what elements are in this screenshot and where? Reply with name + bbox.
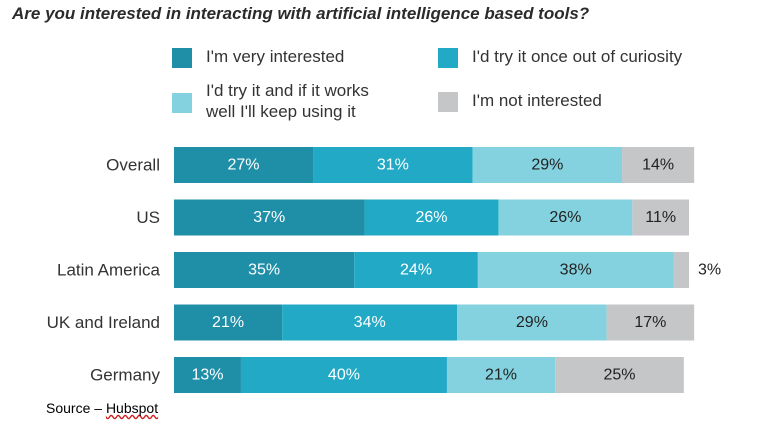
data-label: 35% bbox=[248, 262, 280, 279]
legend-swatch bbox=[438, 92, 458, 112]
bar-segment bbox=[446, 357, 556, 393]
bar-segment bbox=[632, 199, 689, 236]
bar-segment bbox=[622, 147, 695, 183]
data-label: 21% bbox=[212, 314, 244, 331]
bar-segment bbox=[240, 357, 447, 393]
legend-item-keep-using: I'd try it and if it works well I'll kee… bbox=[172, 80, 369, 122]
bar-segment bbox=[313, 147, 473, 183]
data-label: 25% bbox=[603, 367, 635, 384]
data-label: 27% bbox=[228, 157, 260, 174]
legend-label-line: I'm not interested bbox=[472, 91, 602, 110]
category-label: UK and Ireland bbox=[47, 313, 160, 332]
data-label: 38% bbox=[560, 262, 592, 279]
legend-label: I'd try it once out of curiosity bbox=[472, 46, 682, 67]
data-label: 14% bbox=[642, 157, 674, 174]
bar-segment bbox=[457, 304, 607, 341]
data-label: 29% bbox=[531, 157, 563, 174]
data-label: 17% bbox=[634, 314, 666, 331]
bar-segment bbox=[174, 357, 241, 393]
legend-item-not-interested: I'm not interested bbox=[438, 90, 602, 112]
bar-segment bbox=[364, 199, 499, 236]
data-label: 11% bbox=[645, 209, 676, 226]
bar-segment bbox=[673, 252, 689, 288]
data-label: 31% bbox=[377, 157, 409, 174]
category-label: Latin America bbox=[57, 261, 161, 280]
bar-segment bbox=[498, 199, 633, 236]
data-label: 26% bbox=[415, 209, 447, 226]
data-label: 37% bbox=[253, 209, 285, 226]
data-label: 3% bbox=[698, 262, 721, 279]
category-label: Germany bbox=[90, 366, 160, 385]
legend-swatch bbox=[172, 93, 192, 113]
legend-label: I'm very interested bbox=[206, 46, 344, 67]
category-label: US bbox=[136, 208, 160, 227]
legend-label: I'm not interested bbox=[472, 90, 602, 111]
legend-swatch bbox=[172, 48, 192, 68]
legend-label-line: I'd try it once out of curiosity bbox=[472, 47, 683, 66]
source-name: Hubspot bbox=[105, 400, 159, 416]
bar-segment bbox=[555, 357, 684, 393]
chart-title: Are you interested in interacting with a… bbox=[12, 4, 590, 23]
bar-segment bbox=[477, 252, 674, 288]
source-note: Source – Hubspot bbox=[46, 400, 158, 416]
bar-segment bbox=[606, 304, 695, 341]
bar-segment bbox=[174, 304, 283, 341]
bar-segment bbox=[174, 147, 314, 183]
data-label: 13% bbox=[191, 367, 223, 384]
data-label: 34% bbox=[354, 314, 386, 331]
data-label: 21% bbox=[485, 367, 517, 384]
stacked-bar-chart: Overall 27% 31% 29% 14% US 37% 26% 26% 11% Latin A… bbox=[47, 147, 721, 393]
legend-label-line: I'm very interested bbox=[206, 47, 345, 66]
bar-segment bbox=[282, 304, 458, 341]
bar-segment bbox=[174, 252, 355, 288]
bar-segment bbox=[174, 199, 365, 236]
data-label: 26% bbox=[549, 209, 581, 226]
data-label: 24% bbox=[400, 262, 432, 279]
legend-label: I'd try it and if it works well I'll kee… bbox=[206, 80, 369, 122]
category-label: Overall bbox=[106, 156, 160, 175]
bar-segment bbox=[354, 252, 478, 288]
legend-swatch bbox=[438, 48, 458, 68]
legend-label-line: well I'll keep using it bbox=[206, 102, 356, 121]
source-prefix: Source – bbox=[46, 400, 106, 416]
data-label: 29% bbox=[516, 314, 548, 331]
legend-label-line: I'd try it and if it works bbox=[206, 81, 369, 100]
legend-item-try-once: I'd try it once out of curiosity bbox=[438, 46, 682, 68]
legend-item-very-interested: I'm very interested bbox=[172, 46, 344, 68]
data-label: 40% bbox=[328, 367, 360, 384]
bar-segment bbox=[472, 147, 623, 183]
